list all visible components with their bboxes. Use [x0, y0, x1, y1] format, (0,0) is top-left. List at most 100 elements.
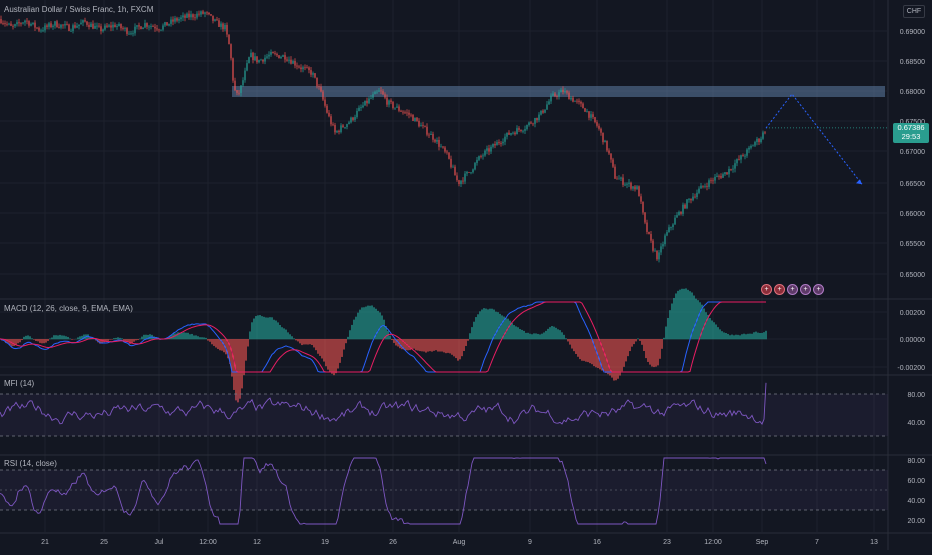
- candle-body: [550, 96, 551, 102]
- candle-body: [488, 148, 489, 151]
- candle-body: [4, 23, 5, 24]
- flag-icon[interactable]: +: [813, 284, 824, 295]
- candle-body: [532, 123, 533, 124]
- macd-histogram-bar: [465, 339, 466, 346]
- macd-histogram-bar: [23, 337, 24, 339]
- macd-histogram-bar: [113, 338, 114, 339]
- candle-body: [176, 18, 177, 20]
- macd-histogram-bar: [287, 332, 288, 339]
- candle-body: [190, 14, 191, 17]
- candle-body: [52, 26, 53, 27]
- macd-histogram-bar: [759, 333, 760, 339]
- macd-histogram-bar: [689, 291, 690, 339]
- candle-body: [166, 22, 167, 25]
- candle-body: [496, 142, 497, 145]
- last-price-value: 0.67386: [893, 123, 929, 132]
- candle-body: [704, 186, 705, 187]
- candle-body: [716, 176, 717, 177]
- candle-body: [446, 152, 447, 153]
- candle-body: [450, 159, 451, 167]
- candle-body: [626, 184, 627, 185]
- macd-histogram-bar: [245, 339, 246, 361]
- macd-histogram-bar: [69, 339, 70, 340]
- macd-histogram-bar: [559, 330, 560, 339]
- x-tick-label: 19: [321, 539, 329, 546]
- candle-body: [8, 24, 9, 25]
- macd-histogram-bar: [449, 339, 450, 353]
- candle-body: [748, 148, 749, 150]
- macd-histogram-bar: [367, 306, 368, 340]
- macd-histogram-bar: [117, 337, 118, 339]
- y-tick-label: 20.00: [907, 518, 925, 525]
- candle-body: [144, 23, 145, 27]
- candle-body: [402, 112, 403, 113]
- macd-histogram-bar: [241, 339, 242, 388]
- candle-body: [520, 130, 521, 131]
- candle-body: [592, 114, 593, 117]
- macd-histogram-bar: [603, 339, 604, 371]
- candle-body: [72, 25, 73, 31]
- macd-histogram-bar: [763, 332, 764, 339]
- candle-body: [758, 139, 759, 142]
- economic-events[interactable]: + + + + +: [761, 284, 824, 296]
- candle-body: [274, 53, 275, 54]
- last-price-badge: 0.67386 29:53: [893, 123, 929, 143]
- macd-histogram-bar: [123, 339, 124, 341]
- macd-histogram-bar: [679, 290, 680, 340]
- macd-histogram-bar: [687, 290, 688, 339]
- flag-icon[interactable]: +: [800, 284, 811, 295]
- x-tick-label: 21: [41, 539, 49, 546]
- candle-body: [710, 180, 711, 181]
- macd-histogram-bar: [627, 339, 628, 356]
- candle-body: [650, 234, 651, 241]
- macd-histogram-bar: [419, 339, 420, 351]
- candle-body: [112, 25, 113, 28]
- rsi-band: [0, 470, 888, 510]
- macd-histogram-bar: [673, 298, 674, 339]
- macd-histogram-bar: [481, 310, 482, 340]
- candle-body: [302, 67, 303, 69]
- macd-histogram-bar: [239, 339, 240, 399]
- candle-body: [556, 96, 557, 97]
- macd-histogram-bar: [761, 333, 762, 339]
- candle-body: [178, 19, 179, 21]
- macd-histogram-bar: [619, 339, 620, 376]
- macd-histogram-bar: [745, 334, 746, 339]
- macd-histogram-bar: [491, 309, 492, 340]
- macd-histogram-bar: [299, 339, 300, 343]
- y-tick-label: -0.00200: [897, 365, 925, 372]
- candle-body: [566, 91, 567, 93]
- candle-body: [194, 17, 195, 18]
- macd-histogram-bar: [509, 321, 510, 340]
- candle-body: [98, 26, 99, 27]
- candle-body: [88, 25, 89, 27]
- macd-histogram-bar: [393, 339, 394, 343]
- candle-body: [508, 133, 509, 135]
- macd-histogram-bar: [505, 318, 506, 339]
- candle-body: [600, 129, 601, 133]
- candle-body: [374, 92, 375, 94]
- macd-histogram-bar: [543, 332, 544, 339]
- calendar-icon[interactable]: +: [787, 284, 798, 295]
- candle-body: [684, 205, 685, 209]
- macd-histogram-bar: [243, 339, 244, 375]
- candle-body: [68, 24, 69, 30]
- macd-histogram-bar: [675, 293, 676, 339]
- macd-histogram-bar: [445, 339, 446, 353]
- flag-icon[interactable]: +: [774, 284, 785, 295]
- candle-body: [338, 131, 339, 132]
- currency-badge[interactable]: CHF: [903, 5, 925, 18]
- macd-histogram-bar: [27, 335, 28, 339]
- candle-body: [60, 25, 61, 28]
- candle-body: [500, 143, 501, 144]
- candle-body: [392, 102, 393, 108]
- candle-body: [422, 125, 423, 126]
- candle-body: [208, 13, 209, 14]
- macd-histogram-bar: [575, 339, 576, 354]
- candle-body: [478, 156, 479, 160]
- macd-histogram-bar: [477, 314, 478, 339]
- flag-icon[interactable]: +: [761, 284, 772, 295]
- candle-body: [222, 24, 223, 30]
